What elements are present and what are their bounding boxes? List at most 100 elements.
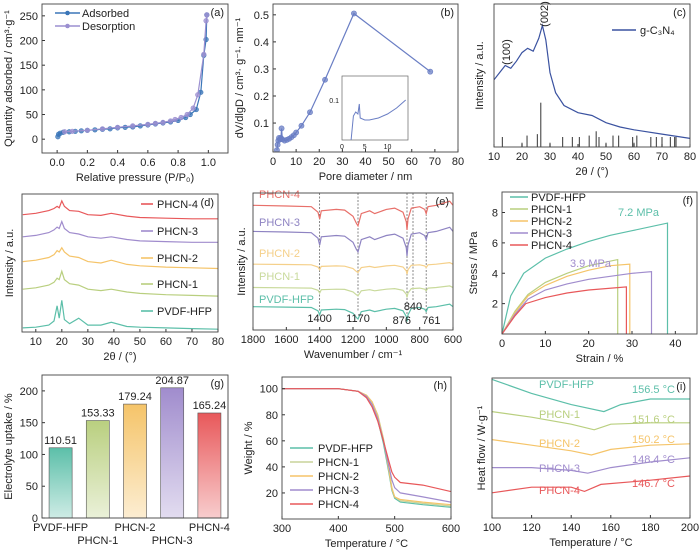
series-label: PHCN-1	[539, 409, 580, 421]
legend-marker	[65, 10, 70, 16]
y-tick-label: 20	[266, 488, 278, 500]
series-line-pvdf-hfp	[253, 303, 453, 322]
x-tick-label: 1800	[241, 334, 265, 346]
plot-frame	[281, 376, 452, 520]
panel-f: 0 10 20 30 40 2 4 6 8 Strain / % Stress / MPa (f) PV…	[468, 191, 698, 365]
x-tick-label: 0.6	[140, 157, 155, 169]
data-point	[167, 118, 174, 124]
series-label: PHCN-4	[259, 189, 300, 201]
x-tick-label: 100	[483, 522, 501, 534]
data-point	[322, 76, 328, 83]
x-tick-label: 40	[669, 338, 681, 350]
x-tick-label: 20	[516, 151, 528, 163]
x-tick-label: 30	[336, 156, 348, 168]
x-tick-label: 80	[452, 156, 464, 168]
x-category-label: PHCN-2	[115, 522, 156, 534]
legend-label: PHCN-3	[318, 485, 359, 497]
plot-area	[502, 222, 669, 334]
series-line-phcn-4	[282, 388, 451, 493]
x-tick-label: 60	[628, 151, 640, 163]
legend-label: PHCN-2	[531, 216, 572, 228]
legend-marker	[65, 23, 70, 29]
series-label: PHCN-1	[259, 271, 300, 283]
series-label: PHCN-3	[539, 463, 580, 475]
series-label: PHCN-4	[539, 485, 580, 497]
y-tick-label: 100	[20, 449, 38, 461]
x-tick-label: 40	[108, 336, 120, 348]
y-tick-label: 4	[492, 268, 498, 280]
bar-phcn-4	[197, 412, 222, 519]
x-tick-label: 30	[544, 151, 556, 163]
data-point	[107, 126, 113, 132]
legend: g-C₃N₄	[612, 25, 675, 37]
legend-label: Desorption	[82, 21, 135, 33]
x-tick-label: 600	[442, 523, 460, 535]
legend-label: Adsorbed	[82, 8, 129, 20]
x-tick-label: 50	[600, 151, 612, 163]
x-tick-label: 1400	[307, 334, 331, 346]
series-line-phcn-4	[502, 286, 627, 334]
panel-a: 0.0 0.2 0.4 0.6 0.8 1.0 0 50 100 150 200 250 Relativ…	[3, 3, 229, 184]
bar-value-label: 204.87	[155, 375, 189, 387]
legend-label: PVDF-HFP	[157, 306, 212, 318]
x-tick-label: 70	[186, 336, 198, 348]
annotation: 7.2 MPa	[618, 207, 660, 219]
x-tick-label: 10	[290, 156, 302, 168]
x-tick-label: 1000	[374, 334, 398, 346]
wavenumber-label: 840	[404, 301, 422, 313]
plot-frame	[272, 3, 459, 153]
series-line-phcn-3	[502, 271, 653, 334]
x-tick-label: 30	[626, 338, 638, 350]
legend-label: PHCN-1	[318, 457, 359, 469]
y-axis-label: dV/dlgD / cm³· g⁻¹· nm⁻¹	[234, 17, 246, 138]
y-tick-label: 50	[26, 481, 38, 493]
legend-label: PVDF-HFP	[531, 192, 586, 204]
legend-label: PHCN-3	[157, 226, 198, 238]
panel-d: 10 20 30 40 50 60 70 80 2θ / (°) Intensity / a.u.…	[4, 193, 224, 363]
series-line-phcn-4	[22, 199, 218, 220]
y-axis-label: Weight / %	[243, 421, 255, 474]
legend-label: PHCN-1	[531, 204, 572, 216]
x-tick-label: 20	[583, 338, 595, 350]
plot-frame	[41, 374, 229, 519]
plot-area	[282, 388, 451, 508]
series-line-phcn-1	[502, 258, 619, 334]
inset-series-line	[350, 99, 407, 141]
data-point	[190, 105, 196, 111]
series-line-phcn-2	[492, 439, 690, 456]
data-point	[298, 122, 305, 129]
data-point	[130, 123, 136, 129]
annotation: 148.4 °C	[632, 454, 675, 466]
x-tick-label: 60	[160, 336, 172, 348]
plot-area	[253, 193, 453, 322]
x-axis-label: 2θ / (°)	[103, 351, 136, 363]
plot-frame	[252, 192, 454, 331]
bar-value-label: 110.51	[44, 435, 77, 447]
series-line-pvdf-hfp	[502, 222, 669, 334]
x-axis-label: Strain / %	[576, 353, 624, 365]
x-tick-label: 180	[641, 522, 659, 534]
series-label: PHCN-3	[259, 217, 300, 229]
x-tick-label: 0.8	[170, 157, 185, 169]
annotation: 146.7 °C	[632, 478, 675, 490]
wavenumber-label: 876	[393, 315, 411, 327]
data-point	[307, 109, 313, 116]
data-point	[195, 92, 201, 98]
x-tick-label: 40	[359, 156, 371, 168]
y-tick-label: 0.4	[254, 37, 269, 49]
legend-label: PHCN-1	[157, 279, 198, 291]
y-tick-label: 0.2	[254, 91, 269, 103]
panel-label: (b)	[441, 7, 454, 19]
y-axis-label: Intensity / a.u.	[4, 229, 16, 297]
x-tick-label: 60	[406, 156, 418, 168]
x-axis-label: Temperature / °C	[325, 538, 408, 550]
y-tick-label: 200	[20, 36, 38, 48]
legend: PVDF-HFP PHCN-1 PHCN-2 PHCN-3 PHCN-4	[259, 189, 314, 306]
panel-c: 10 20 30 40 50 60 70 80 2θ / (°) Intensity / a.u.…	[474, 1, 696, 178]
y-tick-label: 6	[492, 238, 498, 250]
legend-label: PHCN-2	[318, 471, 359, 483]
y-tick-label: 0.1	[254, 118, 269, 130]
legend: PVDF-HFP PHCN-1 PHCN-2 PHCN-3 PHCN-4	[290, 443, 373, 511]
